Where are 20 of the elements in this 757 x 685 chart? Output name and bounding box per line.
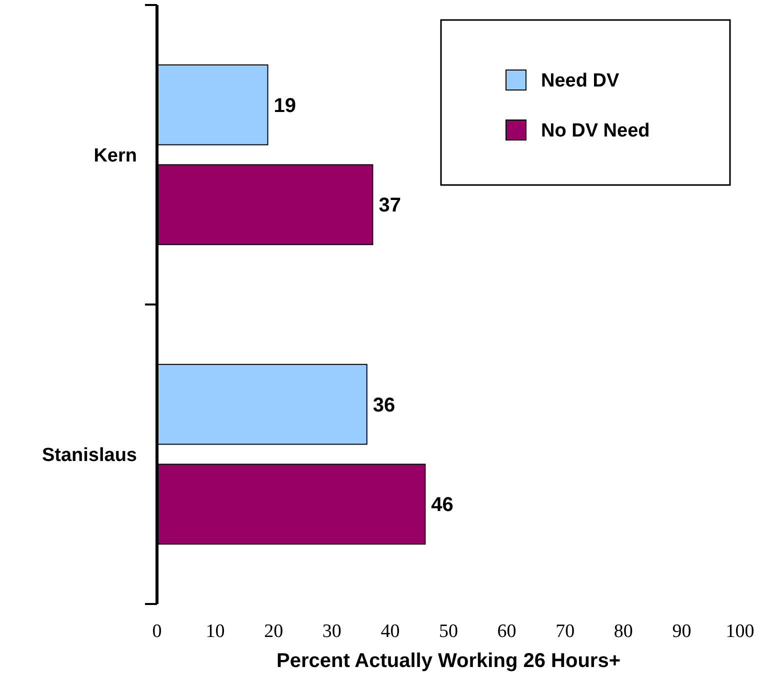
x-tick-label: 50 xyxy=(439,621,458,642)
legend-label: Need DV xyxy=(541,70,620,92)
x-axis-title: Percent Actually Working 26 Hours+ xyxy=(276,650,620,672)
x-tick-label: 100 xyxy=(726,621,754,642)
x-tick-label: 30 xyxy=(322,621,342,642)
data-label: 19 xyxy=(274,94,296,117)
legend-label: No DV Need xyxy=(541,120,650,142)
x-tick-label: 10 xyxy=(206,621,225,642)
y-tick-label: Kern xyxy=(94,145,137,166)
data-label: 46 xyxy=(431,494,454,516)
x-tick-label: 40 xyxy=(380,621,400,642)
data-label: 36 xyxy=(372,394,396,416)
x-tick-label: 0 xyxy=(152,621,162,642)
x-tick-label: 70 xyxy=(556,621,575,642)
x-tick-label: 80 xyxy=(614,621,633,642)
y-tick-label: Stanislaus xyxy=(42,444,137,466)
x-tick-label: 20 xyxy=(264,621,284,642)
data-label: 37 xyxy=(378,194,401,217)
x-tick-label: 90 xyxy=(672,621,692,642)
x-tick-label: 60 xyxy=(497,621,516,642)
